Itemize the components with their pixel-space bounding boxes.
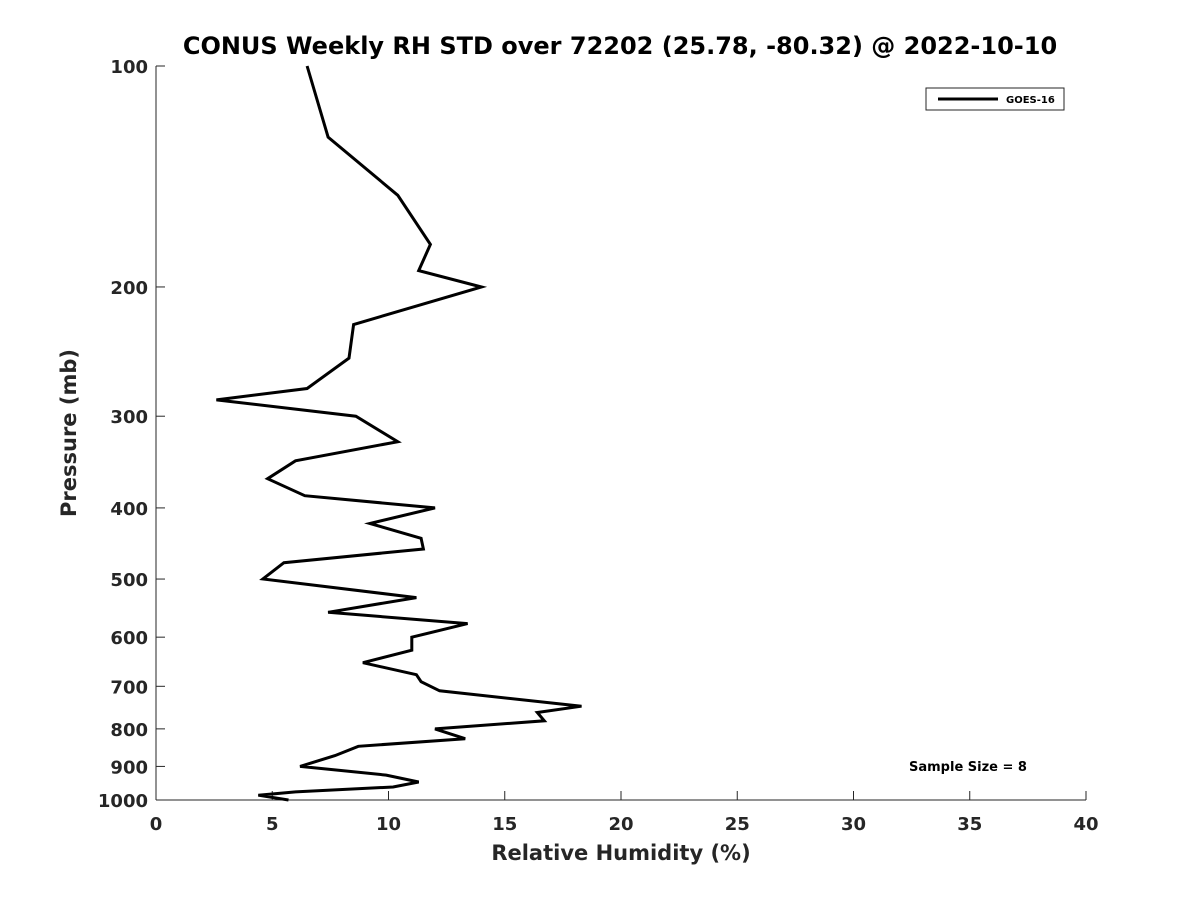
x-tick-label: 35 [957, 814, 982, 835]
x-axis-label: Relative Humidity (%) [491, 841, 750, 865]
chart-title: CONUS Weekly RH STD over 72202 (25.78, -… [183, 32, 1057, 60]
x-tick-label: 25 [725, 814, 750, 835]
y-tick-label: 300 [110, 407, 148, 428]
x-tick-label: 0 [150, 814, 163, 835]
series-line-goes-16 [216, 65, 582, 802]
x-tick-label: 20 [608, 814, 633, 835]
x-tick-label: 40 [1073, 814, 1098, 835]
x-tick-label: 30 [841, 814, 866, 835]
x-tick-label: 10 [376, 814, 401, 835]
y-tick-label: 200 [110, 278, 148, 299]
y-tick-label: 800 [110, 720, 148, 741]
x-tick-label: 15 [492, 814, 517, 835]
y-axis-ticks: 100 200 300 400 500 600 700 800 900 1000 [98, 57, 165, 812]
y-axis-label: Pressure (mb) [57, 349, 81, 517]
y-tick-label: 400 [110, 499, 148, 520]
x-axis-ticks: 0 5 10 15 20 25 30 35 40 [150, 791, 1099, 835]
y-tick-label: 600 [110, 628, 148, 649]
y-tick-label: 100 [110, 57, 148, 78]
y-tick-label: 900 [110, 757, 148, 778]
y-tick-label: 1000 [98, 791, 148, 812]
legend-label-goes-16: GOES-16 [1006, 95, 1055, 106]
y-tick-label: 500 [110, 570, 148, 591]
legend: GOES-16 [925, 87, 1065, 111]
sample-size-annotation: Sample Size = 8 [909, 760, 1027, 775]
y-tick-label: 700 [110, 677, 148, 698]
x-tick-label: 5 [266, 814, 279, 835]
series-layer [216, 65, 582, 802]
